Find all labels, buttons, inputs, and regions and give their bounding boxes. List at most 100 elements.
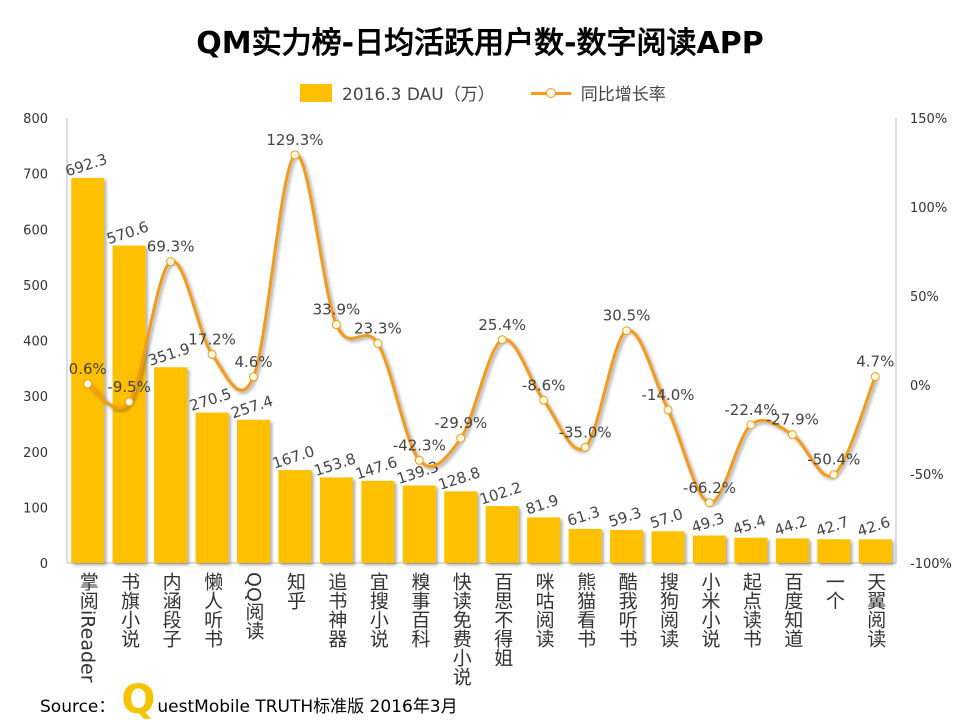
growth-data-label: 33.9% <box>313 301 361 319</box>
source-prefix: Source： <box>40 697 116 717</box>
growth-data-label: 25.4% <box>478 316 526 334</box>
growth-point <box>870 372 880 382</box>
y-tick-label: 200 <box>23 446 48 461</box>
legend-label-growth: 同比增长率 <box>580 85 666 105</box>
bar-data-label: 42.6 <box>855 513 892 540</box>
growth-point <box>539 395 549 405</box>
growth-point <box>414 455 424 465</box>
legend-bar-swatch <box>300 83 332 102</box>
growth-data-label: 0.6% <box>69 360 107 378</box>
x-tick-label: 宜搜小说 <box>366 572 389 648</box>
growth-point <box>207 349 217 359</box>
growth-data-label: -29.9% <box>434 414 487 432</box>
bar <box>817 539 851 563</box>
growth-point <box>83 379 93 389</box>
x-tick-label: 掌阅iReader <box>76 572 99 683</box>
bar-data-label: 270.5 <box>187 385 233 415</box>
y2-tick-label: -100% <box>910 557 952 572</box>
growth-point <box>456 433 466 443</box>
bar-data-label: 167.0 <box>270 442 316 472</box>
growth-point <box>787 430 797 440</box>
x-tick-label: 一个 <box>822 572 845 610</box>
x-tick-label: 酷我听书 <box>615 572 638 648</box>
x-tick-label: 百思不得姐 <box>491 572 514 667</box>
y-tick-label: 100 <box>23 501 48 516</box>
x-tick-label: 搜狗阅读 <box>657 572 680 648</box>
y2-tick-label: 150% <box>910 112 947 127</box>
chart-title: QM实力榜-日均活跃用户数-数字阅读APP <box>196 26 764 61</box>
bar-data-label: 49.3 <box>689 509 726 536</box>
growth-data-label: -27.9% <box>766 411 819 429</box>
x-tick-label: 知乎 <box>283 572 306 610</box>
growth-data-label: -8.6% <box>522 376 566 394</box>
growth-data-label: -9.5% <box>107 378 151 396</box>
growth-data-label: 129.3% <box>266 131 323 149</box>
x-tick-label: QQ阅读 <box>242 572 265 640</box>
growth-data-label: -50.4% <box>807 451 860 469</box>
x-tick-label: 内涵段子 <box>159 572 182 648</box>
y-tick-label: 700 <box>23 168 48 183</box>
growth-data-label: -42.3% <box>393 436 446 454</box>
x-tick-label: 小米小说 <box>698 572 721 648</box>
bar-data-label: 128.8 <box>436 463 482 493</box>
growth-point <box>290 150 300 160</box>
y2-tick-label: 100% <box>910 201 947 216</box>
x-tick-label: 起点读书 <box>739 572 762 648</box>
source-note: Source： Q uestMobile TRUTH标准版 2016年3月 <box>40 677 458 720</box>
y-tick-label: 800 <box>23 112 48 127</box>
bar <box>154 367 188 563</box>
bar-data-label: 81.9 <box>523 491 560 518</box>
growth-point <box>704 498 714 508</box>
bar-data-label: 153.8 <box>312 449 358 479</box>
source-text: uestMobile TRUTH标准版 2016年3月 <box>157 697 458 717</box>
growth-data-label: 4.7% <box>856 353 894 371</box>
bar-data-label: 570.6 <box>104 218 150 248</box>
bar <box>237 419 271 563</box>
growth-data-label: -14.0% <box>641 386 694 404</box>
x-tick-label: 熊猫看书 <box>574 572 597 648</box>
y2-tick-label: 0% <box>910 379 931 394</box>
y-tick-label: 600 <box>23 223 48 238</box>
bar <box>402 485 436 563</box>
growth-data-label: 23.3% <box>354 320 402 338</box>
bar <box>485 506 519 563</box>
x-tick-label: 天翼阅读 <box>864 572 887 648</box>
bar-data-label: 692.3 <box>63 150 109 180</box>
bar-data-label: 257.4 <box>229 392 275 422</box>
growth-data-label: 69.3% <box>147 238 195 256</box>
x-tick-label: 快读免费小说 <box>449 572 472 686</box>
growth-point <box>746 420 756 430</box>
bar <box>775 538 809 563</box>
legend-label-dau: 2016.3 DAU（万） <box>342 85 495 105</box>
growth-point <box>663 405 673 415</box>
growth-point <box>580 442 590 452</box>
bar-data-label: 42.7 <box>814 513 851 540</box>
x-tick-label: 百度知道 <box>781 572 804 648</box>
growth-point <box>124 397 134 407</box>
growth-point <box>497 335 507 345</box>
bar <box>527 517 561 563</box>
x-tick-label: 懒人听书 <box>201 572 224 648</box>
growth-point <box>622 326 632 336</box>
growth-point <box>249 372 259 382</box>
bar <box>361 480 395 563</box>
x-tick-label: 咪咕阅读 <box>532 572 555 648</box>
bar <box>278 470 312 563</box>
growth-data-label: 4.6% <box>234 353 272 371</box>
questmobile-logo: Q <box>121 677 156 720</box>
y-tick-label: 500 <box>23 279 48 294</box>
bar-data-label: 147.6 <box>353 453 399 483</box>
bar-data-label: 102.2 <box>477 478 523 508</box>
x-tick-label: 追书神器 <box>325 572 348 648</box>
x-tick-label: 糗事百科 <box>408 572 431 648</box>
legend: 2016.3 DAU（万） 同比增长率 <box>300 80 666 105</box>
bar-data-label: 351.9 <box>146 339 192 369</box>
bar-data-label: 61.3 <box>565 502 602 529</box>
bar-data-label: 44.2 <box>772 512 809 539</box>
growth-data-label: 17.2% <box>188 330 236 348</box>
legend-line-swatch <box>530 84 571 102</box>
y-tick-label: 300 <box>23 390 48 405</box>
growth-point <box>166 257 176 267</box>
